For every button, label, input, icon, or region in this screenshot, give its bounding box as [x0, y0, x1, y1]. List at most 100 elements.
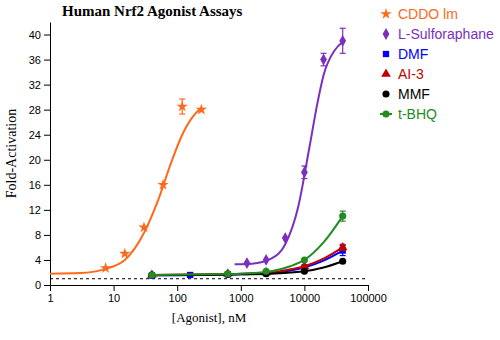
legend-item: MMF	[382, 86, 429, 102]
chart: Human Nrf2 Agonist Assays 1 10 100 1000 10000…	[0, 0, 500, 340]
legend-label: L-Sulforaphane	[398, 26, 494, 42]
x-tick: 10000	[290, 285, 321, 304]
point	[177, 101, 188, 112]
x-tick: 100000	[350, 285, 387, 304]
y-tick-label: 20	[29, 154, 41, 166]
y-tick: 24	[29, 129, 50, 141]
legend-marker	[382, 110, 389, 117]
x-tick-label: 100	[169, 292, 187, 304]
x-tick-label: 100000	[350, 292, 387, 304]
series	[235, 28, 346, 269]
legend: CDDO lm L-Sulforaphane DMF AI-3 MMF t-BHQ	[380, 6, 494, 122]
error-bar	[301, 166, 307, 179]
x-tick-mark	[114, 285, 115, 291]
fit-curve	[235, 42, 343, 264]
x-tick-mark	[50, 285, 51, 291]
point	[339, 35, 346, 47]
error-bar-cap	[340, 211, 346, 212]
legend-label: MMF	[398, 86, 430, 102]
point	[338, 242, 348, 250]
y-tick: 4	[35, 254, 50, 266]
legend-label: DMF	[398, 46, 428, 62]
point	[339, 258, 346, 265]
y-tick: 8	[35, 229, 50, 241]
y-tick-label: 24	[29, 129, 41, 141]
point	[301, 166, 308, 178]
x-tick: 10	[108, 285, 120, 304]
legend-label: AI-3	[398, 66, 424, 82]
y-tick-mark	[44, 160, 50, 161]
error-bar-cap	[340, 221, 346, 222]
title: Human Nrf2 Agonist Assays	[62, 3, 243, 19]
x-axis-line	[51, 285, 369, 286]
y-tick-label: 4	[35, 254, 41, 266]
fit-curve	[50, 108, 201, 274]
legend-item: AI-3	[381, 66, 424, 82]
error-bar	[340, 28, 346, 53]
x-tick-label: 10000	[290, 292, 321, 304]
x-tick: 1000	[229, 285, 253, 304]
error-bar-cap	[340, 28, 346, 29]
plot-area	[50, 28, 368, 279]
y-tick-mark	[44, 35, 50, 36]
x-tick: 1	[47, 285, 53, 304]
point	[301, 268, 308, 275]
point	[148, 271, 155, 278]
y-tick-mark	[44, 60, 50, 61]
y-tick-mark	[44, 260, 50, 261]
point	[263, 268, 270, 275]
point	[196, 104, 207, 115]
y-tick-label: 32	[29, 79, 41, 91]
fit-curve	[152, 216, 343, 275]
point	[224, 271, 231, 278]
y-tick-label: 12	[29, 204, 41, 216]
legend-marker	[383, 51, 389, 57]
y-tick-label: 16	[29, 179, 41, 191]
series	[50, 99, 207, 274]
series	[147, 242, 347, 278]
error-bar-cap	[340, 255, 346, 256]
error-bar	[321, 53, 327, 66]
point	[100, 262, 111, 273]
legend-item: L-Sulforaphane	[383, 26, 494, 42]
point	[282, 232, 289, 244]
y-axis: 0481216202428323640	[29, 23, 51, 292]
x-tick-mark	[241, 285, 242, 291]
point	[263, 254, 270, 266]
y-tick-mark	[44, 235, 50, 236]
x-tick-label: 1	[47, 292, 53, 304]
legend-item: CDDO lm	[380, 6, 458, 22]
x-tick: 100	[169, 285, 187, 304]
legend-marker	[380, 8, 391, 19]
legend-marker	[381, 68, 391, 76]
y-tick-mark	[44, 285, 50, 286]
y-tick: 28	[29, 104, 50, 116]
y-axis-title: Fold-Activation	[4, 109, 19, 198]
point	[157, 179, 168, 190]
y-tick-mark	[44, 210, 50, 211]
y-tick-mark	[44, 185, 50, 186]
point	[301, 256, 308, 263]
x-tick-label: 10	[108, 292, 120, 304]
y-tick: 20	[29, 154, 50, 166]
y-tick: 0	[35, 279, 50, 291]
point	[148, 271, 155, 278]
error-bar-cap	[179, 113, 185, 114]
y-tick-label: 40	[29, 29, 41, 41]
y-tick-label: 0	[35, 279, 41, 291]
point	[119, 248, 130, 259]
x-tick-mark	[177, 285, 178, 291]
point	[138, 221, 149, 232]
y-tick-label: 28	[29, 104, 41, 116]
point	[147, 269, 157, 277]
x-axis-title: [Agonist], nM	[172, 310, 247, 325]
point	[224, 270, 231, 277]
y-tick: 16	[29, 179, 50, 191]
x-tick-mark	[368, 285, 369, 291]
y-tick-mark	[44, 110, 50, 111]
error-bar-cap	[340, 53, 346, 54]
y-tick-mark	[44, 135, 50, 136]
y-tick-label: 8	[35, 229, 41, 241]
legend-item: t-BHQ	[380, 106, 437, 122]
error-bar	[340, 211, 346, 221]
